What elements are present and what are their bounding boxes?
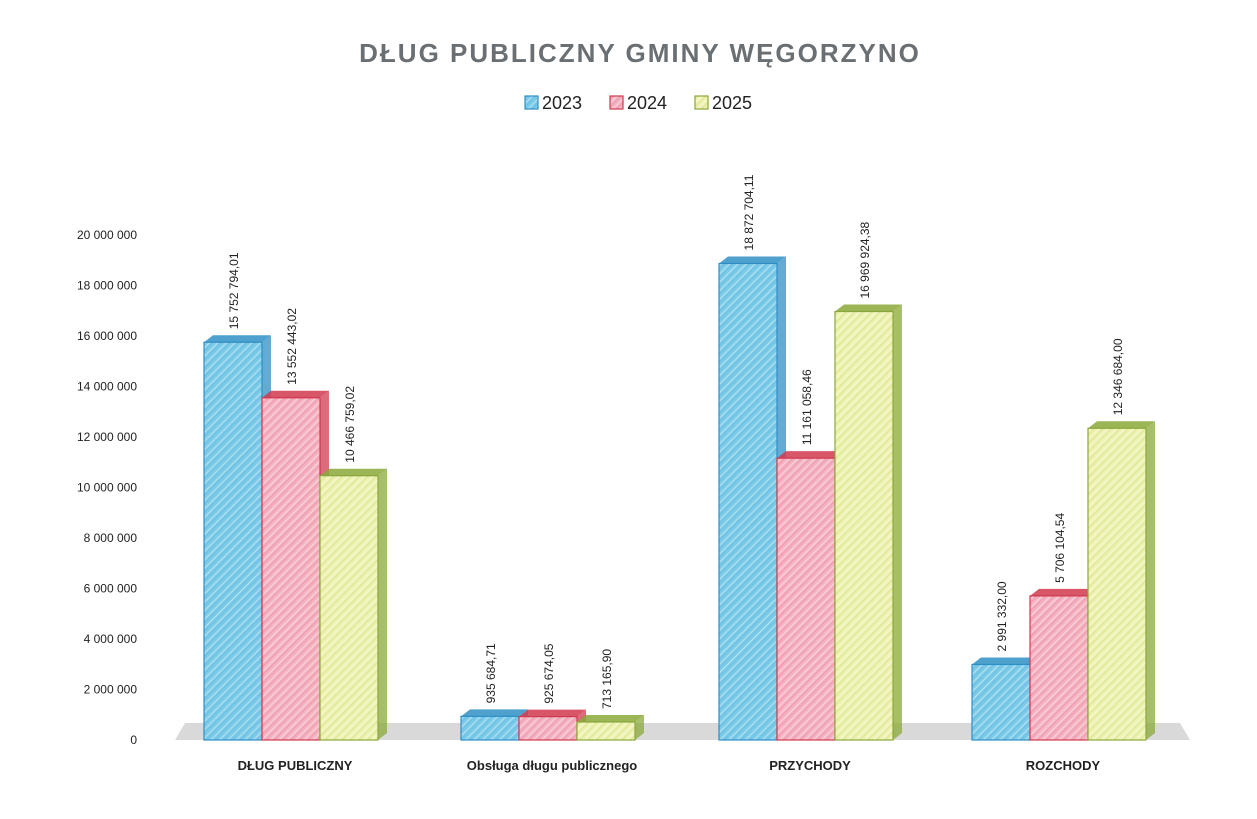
bar-top — [835, 304, 902, 312]
data-label: 15 752 794,01 — [227, 252, 241, 329]
bar — [1087, 427, 1147, 741]
x-tick-label: Obsługa długu publicznego — [467, 758, 637, 773]
bar-top — [461, 709, 528, 717]
data-label: 13 552 443,02 — [285, 308, 299, 385]
y-tick-label: 6 000 000 — [84, 582, 138, 596]
data-label: 11 161 058,46 — [800, 369, 814, 445]
bar — [518, 716, 578, 741]
y-tick-label: 18 000 000 — [77, 279, 137, 293]
chart-title: DŁUG PUBLICZNY GMINY WĘGORZYNO — [359, 38, 921, 68]
legend-label: 2023 — [542, 93, 582, 113]
bar — [203, 341, 263, 741]
bar — [576, 721, 636, 741]
floor — [175, 723, 1190, 740]
legend-label: 2024 — [627, 93, 667, 113]
bar-top — [320, 468, 387, 476]
y-tick-label: 8 000 000 — [84, 531, 138, 545]
bar-side — [893, 304, 902, 740]
bar — [718, 262, 778, 741]
data-label: 713 165,90 — [600, 649, 614, 709]
legend-swatch — [694, 95, 709, 110]
bar-top — [262, 390, 329, 398]
y-tick-label: 4 000 000 — [84, 632, 138, 646]
bar-top — [777, 451, 844, 459]
bar-side — [635, 714, 644, 740]
y-tick-label: 10 000 000 — [77, 481, 137, 495]
legend-label: 2025 — [712, 93, 752, 113]
bar-top — [719, 256, 786, 264]
data-label: 935 684,71 — [484, 643, 498, 703]
bar-top — [1088, 421, 1155, 429]
y-tick-label: 12 000 000 — [77, 430, 137, 444]
x-tick-label: ROZCHODY — [1026, 758, 1101, 773]
data-label: 16 969 924,38 — [858, 221, 872, 298]
data-label: 10 466 759,02 — [343, 386, 357, 463]
bar — [834, 310, 894, 741]
bar — [261, 397, 321, 741]
bar-top — [1030, 588, 1097, 596]
x-tick-label: PRZYCHODY — [769, 758, 851, 773]
bar-side — [378, 468, 387, 740]
bar — [319, 475, 379, 741]
bar-top — [577, 714, 644, 722]
y-tick-label: 16 000 000 — [77, 329, 137, 343]
data-label: 12 346 684,00 — [1111, 338, 1125, 415]
data-label: 5 706 104,54 — [1053, 513, 1067, 583]
bar-top — [519, 709, 586, 717]
y-tick-label: 2 000 000 — [84, 683, 138, 697]
data-label: 18 872 704,11 — [742, 174, 756, 250]
bar — [971, 663, 1031, 741]
y-tick-label: 14 000 000 — [77, 380, 137, 394]
bar — [460, 715, 520, 741]
data-label: 925 674,05 — [542, 643, 556, 703]
bar — [776, 457, 836, 741]
bar-top — [972, 657, 1039, 665]
y-tick-label: 20 000 000 — [77, 228, 137, 242]
legend-swatch — [609, 95, 624, 110]
y-tick-label: 0 — [130, 733, 137, 747]
legend-swatch — [524, 95, 539, 110]
data-label: 2 991 332,00 — [995, 581, 1009, 651]
bar-side — [1146, 421, 1155, 740]
bar-top — [204, 335, 271, 343]
bar — [1029, 595, 1089, 741]
x-tick-label: DŁUG PUBLICZNY — [238, 758, 353, 773]
